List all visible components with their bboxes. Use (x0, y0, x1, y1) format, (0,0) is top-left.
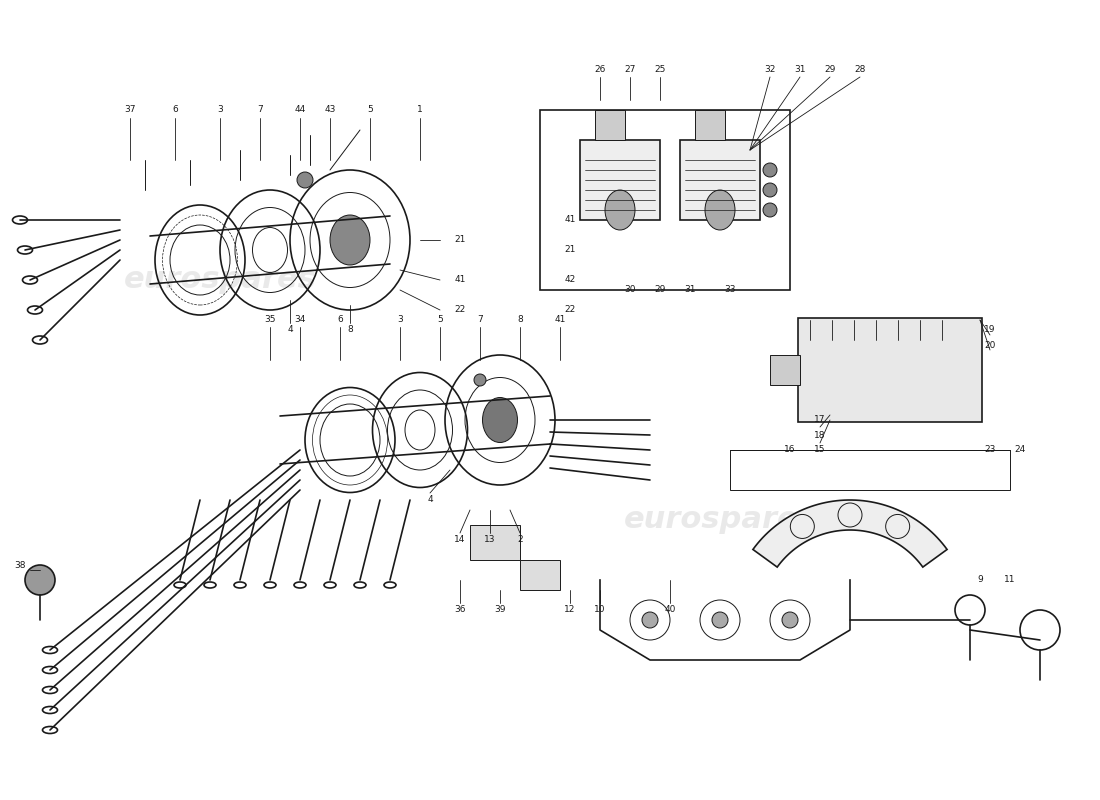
Text: 16: 16 (784, 446, 795, 454)
Text: 26: 26 (594, 66, 606, 74)
Text: 17: 17 (814, 415, 826, 425)
Circle shape (474, 374, 486, 386)
FancyBboxPatch shape (680, 140, 760, 220)
Text: 5: 5 (367, 106, 373, 114)
Circle shape (763, 183, 777, 197)
FancyBboxPatch shape (580, 140, 660, 220)
Circle shape (642, 612, 658, 628)
Circle shape (763, 163, 777, 177)
Text: 31: 31 (684, 286, 695, 294)
Text: 37: 37 (124, 106, 135, 114)
Text: 31: 31 (794, 66, 805, 74)
Text: 40: 40 (664, 606, 675, 614)
Text: 4: 4 (427, 495, 432, 505)
Text: 12: 12 (564, 606, 575, 614)
Text: 29: 29 (824, 66, 836, 74)
Text: 8: 8 (348, 326, 353, 334)
Text: 21: 21 (564, 246, 575, 254)
Text: 15: 15 (814, 446, 826, 454)
Ellipse shape (705, 190, 735, 230)
Text: 28: 28 (855, 66, 866, 74)
Circle shape (25, 565, 55, 595)
Text: 35: 35 (264, 315, 276, 325)
Text: 11: 11 (1004, 575, 1015, 585)
Text: 43: 43 (324, 106, 336, 114)
Text: 3: 3 (397, 315, 403, 325)
Circle shape (297, 172, 313, 188)
Text: 30: 30 (625, 286, 636, 294)
Ellipse shape (605, 190, 635, 230)
Text: 41: 41 (454, 275, 465, 285)
Text: eurospares: eurospares (624, 506, 816, 534)
FancyBboxPatch shape (695, 110, 725, 140)
Ellipse shape (483, 398, 517, 442)
Text: 41: 41 (564, 215, 575, 225)
FancyBboxPatch shape (595, 110, 625, 140)
Circle shape (782, 612, 797, 628)
Text: 22: 22 (454, 306, 465, 314)
Circle shape (712, 612, 728, 628)
Text: 38: 38 (14, 561, 25, 570)
Text: eurospares: eurospares (123, 266, 317, 294)
Text: 8: 8 (517, 315, 522, 325)
Ellipse shape (330, 215, 370, 265)
FancyBboxPatch shape (730, 450, 1010, 490)
Text: 34: 34 (295, 315, 306, 325)
Text: 7: 7 (477, 315, 483, 325)
Text: 6: 6 (337, 315, 343, 325)
Text: 7: 7 (257, 106, 263, 114)
Text: 42: 42 (564, 275, 575, 285)
Text: 13: 13 (484, 535, 496, 545)
Text: 5: 5 (437, 315, 443, 325)
Text: 19: 19 (984, 326, 996, 334)
FancyBboxPatch shape (798, 318, 982, 422)
FancyBboxPatch shape (470, 525, 520, 560)
Text: 32: 32 (764, 66, 776, 74)
Text: 29: 29 (654, 286, 666, 294)
Text: 3: 3 (217, 106, 223, 114)
Circle shape (763, 203, 777, 217)
Text: 36: 36 (454, 606, 465, 614)
Text: 6: 6 (172, 106, 178, 114)
Polygon shape (752, 500, 947, 567)
Text: 27: 27 (625, 66, 636, 74)
Text: 4: 4 (287, 326, 293, 334)
Text: 10: 10 (594, 606, 606, 614)
Text: 33: 33 (724, 286, 736, 294)
Text: 39: 39 (494, 606, 506, 614)
FancyBboxPatch shape (520, 560, 560, 590)
Text: 24: 24 (1014, 446, 1025, 454)
Text: 21: 21 (454, 235, 465, 245)
Text: 1: 1 (417, 106, 422, 114)
Text: 23: 23 (984, 446, 996, 454)
Text: 44: 44 (295, 106, 306, 114)
FancyBboxPatch shape (540, 110, 790, 290)
Text: 20: 20 (984, 341, 996, 350)
Text: 14: 14 (454, 535, 465, 545)
Text: 18: 18 (814, 430, 826, 439)
Text: 9: 9 (977, 575, 983, 585)
Text: 41: 41 (554, 315, 565, 325)
Text: 22: 22 (564, 306, 575, 314)
FancyBboxPatch shape (770, 355, 800, 385)
Text: 2: 2 (517, 535, 522, 545)
Text: 25: 25 (654, 66, 666, 74)
